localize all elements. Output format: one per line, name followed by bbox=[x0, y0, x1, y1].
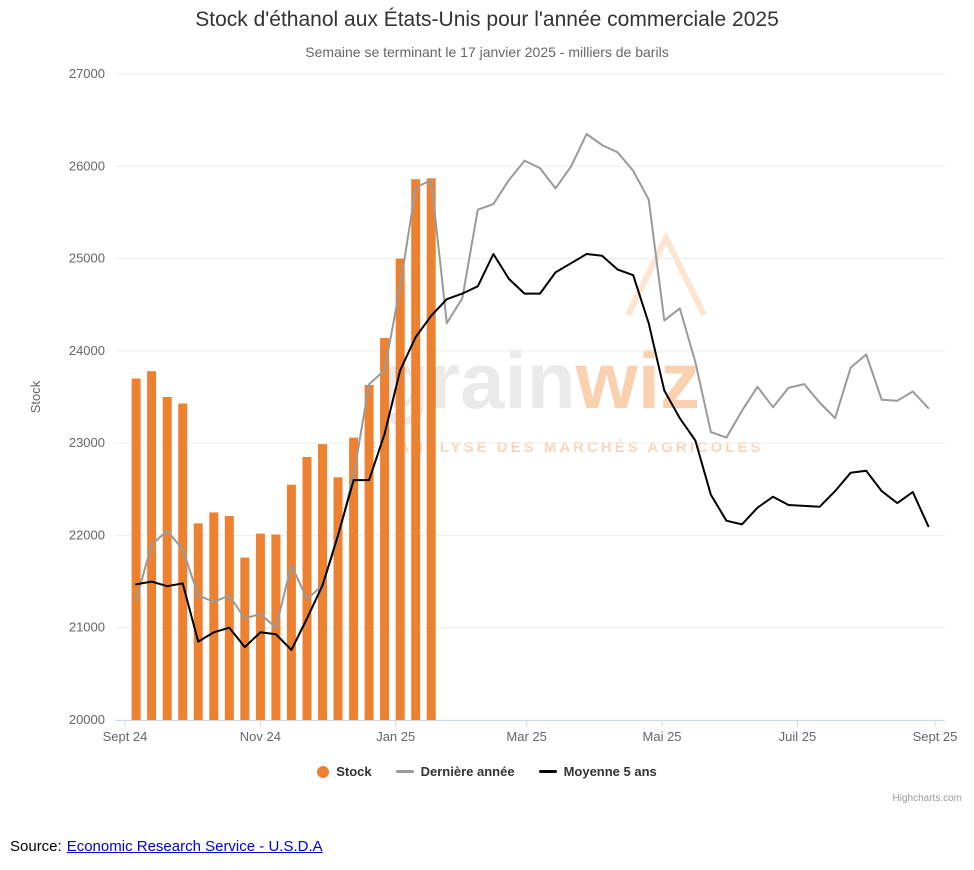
stock-bar[interactable] bbox=[162, 397, 172, 720]
legend-item-stock[interactable]: Stock bbox=[317, 764, 372, 779]
x-axis-label: Mai 25 bbox=[643, 729, 682, 744]
stock-bar[interactable] bbox=[349, 437, 359, 720]
x-axis-label: Juil 25 bbox=[779, 729, 817, 744]
y-axis-label: 25000 bbox=[69, 251, 105, 266]
stock-bar[interactable] bbox=[178, 403, 188, 721]
stock-bar[interactable] bbox=[333, 477, 343, 720]
stock-bar[interactable] bbox=[364, 385, 374, 720]
x-axis-label: Sept 24 bbox=[103, 729, 148, 744]
last-year-legend-marker bbox=[395, 770, 414, 773]
chart-title: Stock d'éthanol aux États-Unis pour l'an… bbox=[195, 8, 779, 31]
watermark-logo-mark bbox=[625, 231, 707, 317]
stock-bar[interactable] bbox=[209, 512, 219, 720]
stock-bar[interactable] bbox=[193, 523, 203, 720]
legend-label: Dernière année bbox=[420, 764, 515, 779]
chart-subtitle: Semaine se terminant le 17 janvier 2025 … bbox=[305, 44, 669, 60]
stock-bar[interactable] bbox=[302, 457, 312, 720]
y-axis-label: 20000 bbox=[69, 712, 105, 727]
x-axis-label: Jan 25 bbox=[376, 729, 415, 744]
stock-bar[interactable] bbox=[380, 337, 390, 720]
x-axis-label: Mar 25 bbox=[506, 729, 546, 744]
legend-item-last-year[interactable]: Dernière année bbox=[395, 764, 515, 779]
stock-bar[interactable] bbox=[240, 557, 250, 720]
source-line: Source: Economic Research Service - U.S.D… bbox=[10, 838, 323, 855]
y-axis-label: 22000 bbox=[69, 527, 105, 542]
source-link[interactable]: Economic Research Service - U.S.D.A bbox=[66, 838, 323, 855]
watermark-tagline: ET ANALYSE DES MARCHÉS AGRICOLES bbox=[367, 439, 764, 456]
x-axis-label: Nov 24 bbox=[240, 729, 281, 744]
highcharts-credits-link[interactable]: Highcharts.com bbox=[892, 793, 962, 804]
stock-bar[interactable] bbox=[411, 179, 421, 720]
y-axis-label: 26000 bbox=[69, 158, 105, 173]
stock-bar[interactable] bbox=[426, 178, 436, 721]
stock-bar[interactable] bbox=[255, 533, 265, 720]
ethanol-stock-chart: Stock d'éthanol aux États-Unis pour l'an… bbox=[0, 8, 974, 804]
legend-item-five-year-avg[interactable]: Moyenne 5 ans bbox=[538, 764, 657, 779]
y-axis-label: 23000 bbox=[69, 435, 105, 450]
stock-legend-marker bbox=[317, 765, 330, 778]
legend-label: Moyenne 5 ans bbox=[563, 764, 657, 779]
legend: Stock Dernière année Moyenne 5 ans bbox=[0, 764, 974, 779]
y-axis-label: 21000 bbox=[69, 620, 105, 635]
five-year-avg-legend-marker bbox=[538, 770, 557, 773]
last-year-line[interactable] bbox=[135, 133, 930, 629]
y-axis-label: 27000 bbox=[69, 66, 105, 81]
five-year-avg-line[interactable] bbox=[135, 253, 930, 651]
stock-bar[interactable] bbox=[224, 516, 234, 720]
y-axis-label: 24000 bbox=[69, 343, 105, 358]
y-axis-title: Stock bbox=[28, 380, 43, 413]
stock-bar[interactable] bbox=[395, 258, 405, 720]
source-prefix: Source: bbox=[10, 838, 62, 855]
stock-bar[interactable] bbox=[131, 378, 141, 721]
legend-label: Stock bbox=[336, 764, 372, 779]
x-axis-label: Sept 25 bbox=[913, 729, 958, 744]
stock-bar[interactable] bbox=[286, 484, 296, 720]
